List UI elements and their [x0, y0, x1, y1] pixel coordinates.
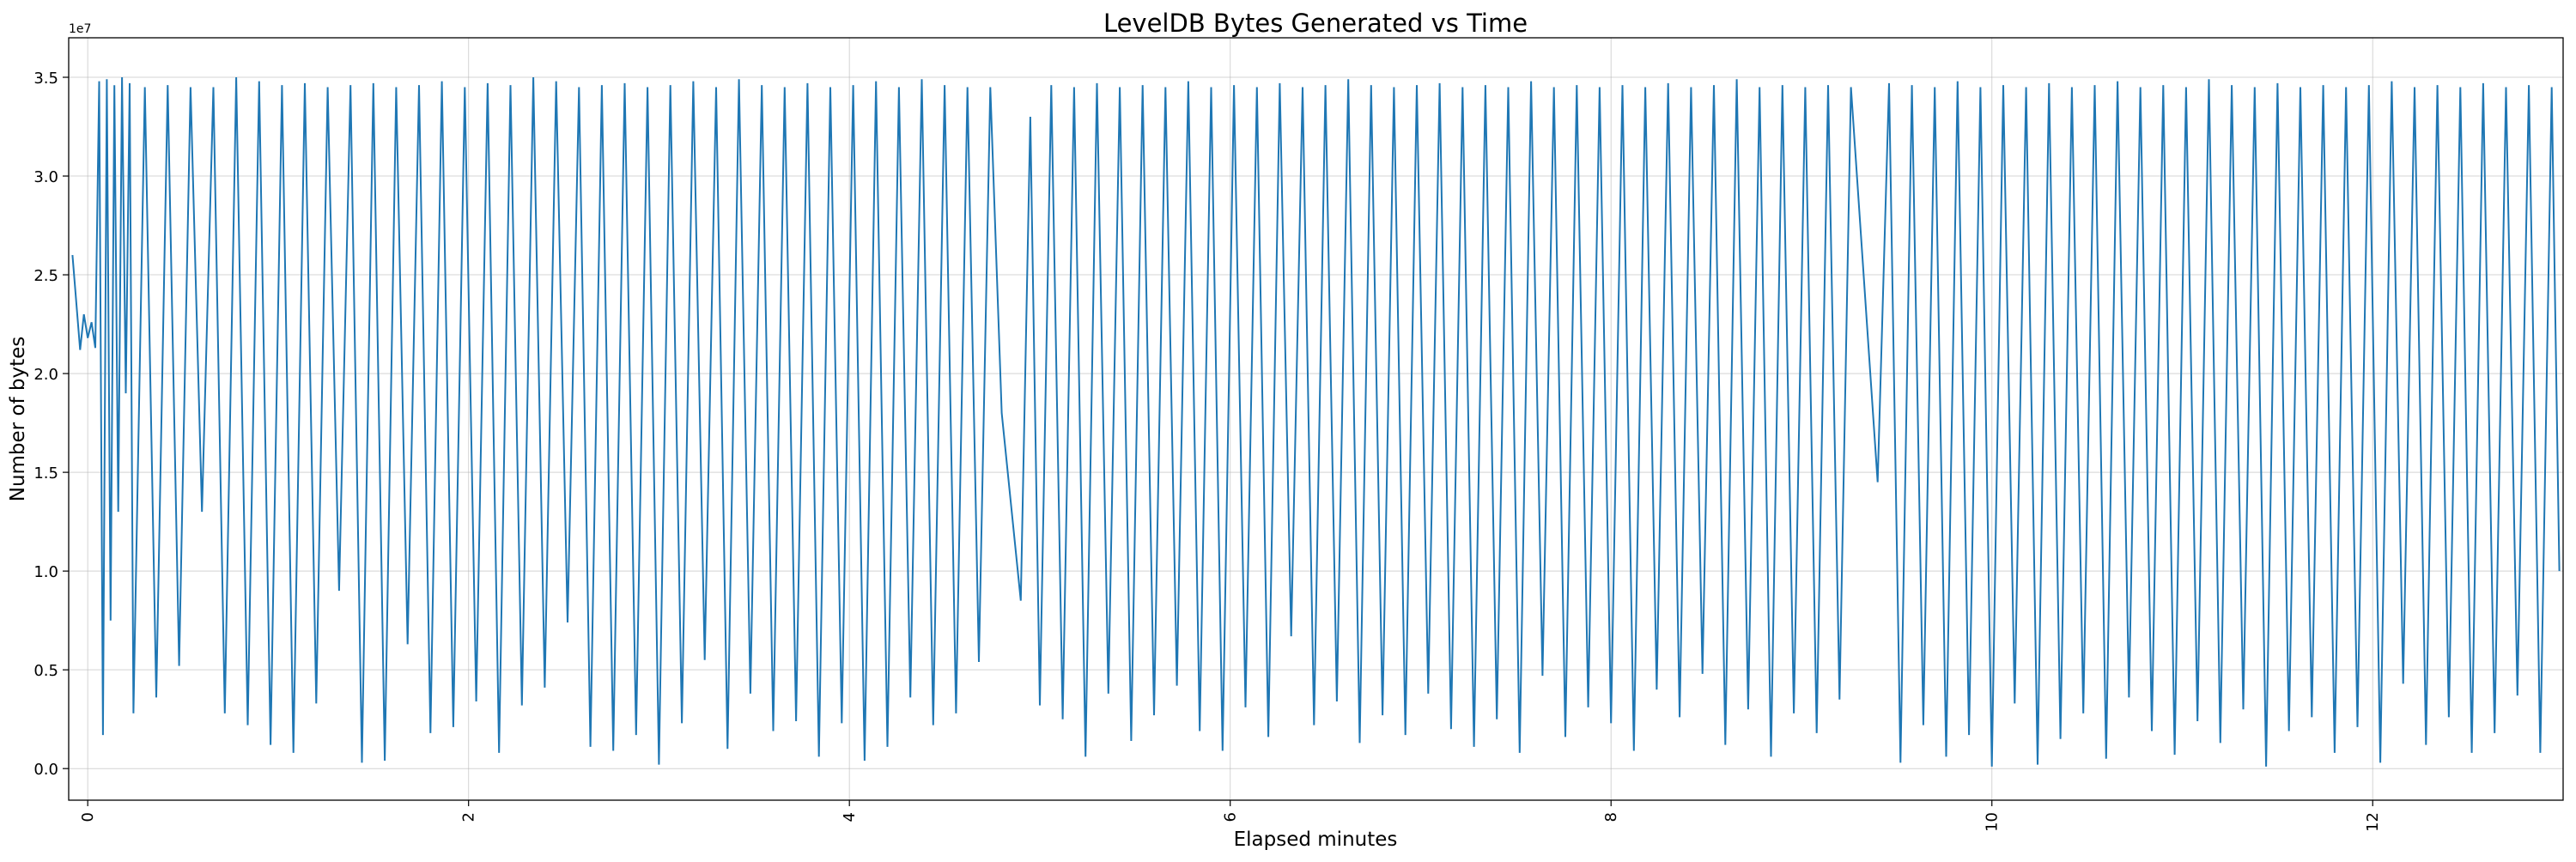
- x-tick-label: 10: [1984, 812, 2002, 832]
- x-axis-label: Elapsed minutes: [1234, 829, 1398, 851]
- x-tick-label: 0: [79, 812, 97, 822]
- y-tick-label: 3.0: [33, 168, 58, 186]
- y-tick-label: 0.0: [33, 761, 58, 779]
- y-tick-label: 1.0: [33, 563, 58, 581]
- y-axis-label: Number of bytes: [7, 337, 29, 502]
- y-tick-label: 2.5: [33, 267, 58, 285]
- x-tick-label: 2: [460, 812, 478, 822]
- chart-title: LevelDB Bytes Generated vs Time: [1103, 9, 1528, 38]
- plot-frame: [68, 37, 2564, 801]
- series-line-bytes: [71, 76, 2561, 767]
- series-layer: [71, 76, 2561, 767]
- x-tick-label: 6: [1222, 812, 1240, 822]
- axis-ticks: 0.0 0.5 1.0 1.5 2.0 2.5 3.0 3.5 0 2 4 6 8 10 12: [33, 70, 2382, 832]
- y-tick-label: 1.5: [33, 464, 58, 483]
- x-tick-label: 8: [1602, 812, 1620, 822]
- x-tick-label: 4: [841, 812, 859, 822]
- y-tick-label: 2.0: [33, 366, 58, 384]
- y-axis-offset-label: 1e7: [69, 22, 91, 36]
- y-tick-label: 0.5: [33, 662, 58, 680]
- x-tick-label: 12: [2364, 812, 2382, 832]
- y-tick-label: 3.5: [33, 70, 58, 88]
